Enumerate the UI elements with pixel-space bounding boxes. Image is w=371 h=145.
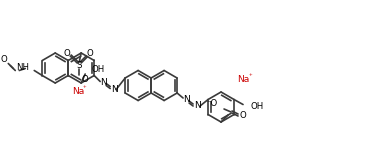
Text: N: N [111,85,118,94]
Text: O: O [81,75,88,84]
Text: N: N [183,96,190,105]
Text: O: O [240,110,246,119]
Text: NH: NH [16,63,29,72]
Text: O: O [87,49,93,58]
Text: O: O [64,48,70,58]
Text: N: N [194,102,200,110]
Text: N: N [100,78,106,87]
Text: Na: Na [237,75,249,84]
Text: ⁺: ⁺ [82,86,86,92]
Text: OH: OH [91,66,104,75]
Text: S: S [76,61,82,70]
Text: ⁻: ⁻ [83,74,87,80]
Text: OH: OH [250,102,263,111]
Text: ⁻O: ⁻O [207,99,218,108]
Text: Na: Na [72,87,84,96]
Text: ⁺: ⁺ [248,74,252,80]
Text: O: O [1,55,8,64]
